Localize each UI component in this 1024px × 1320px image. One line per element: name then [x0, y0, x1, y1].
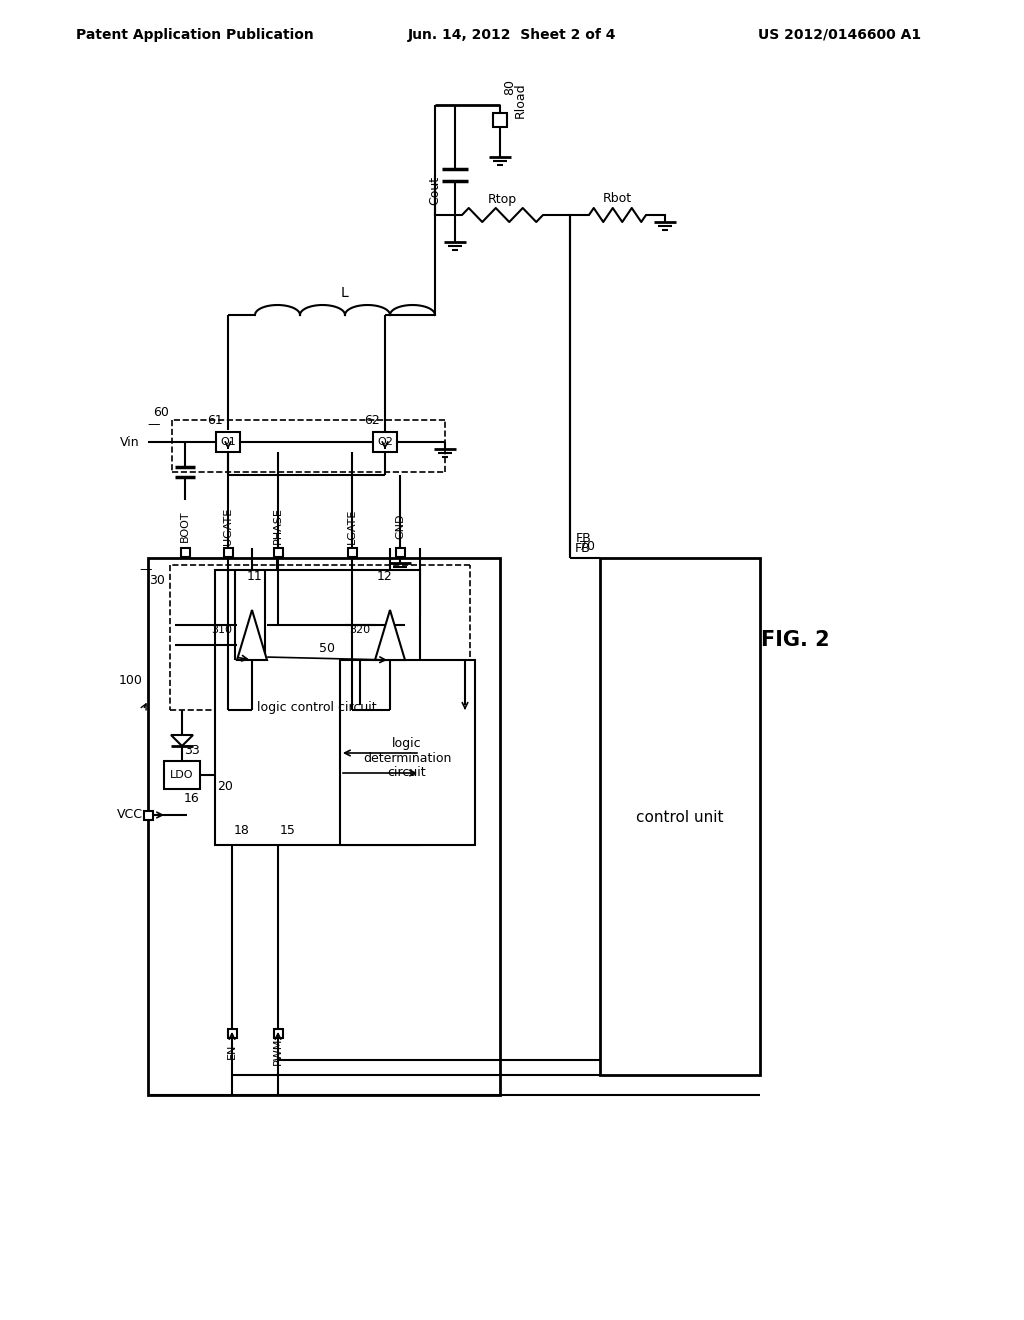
Bar [493, 114, 507, 127]
Text: circuit: circuit [388, 767, 426, 780]
Text: 61: 61 [207, 413, 223, 426]
Text: UGATE: UGATE [223, 507, 233, 545]
Text: determination: determination [362, 751, 452, 764]
Text: Rload: Rload [514, 82, 527, 117]
Text: 60: 60 [154, 405, 169, 418]
Text: LDO: LDO [170, 770, 194, 780]
Text: BOOT: BOOT [180, 511, 190, 541]
Text: PWM: PWM [273, 1038, 283, 1065]
Bar [395, 548, 404, 557]
Text: 15: 15 [280, 824, 296, 837]
Text: 12: 12 [377, 570, 393, 583]
Text: FB: FB [575, 541, 591, 554]
Text: 30: 30 [150, 573, 165, 586]
Text: 320: 320 [349, 624, 370, 635]
Text: 70: 70 [579, 540, 595, 553]
Text: logic: logic [392, 737, 422, 750]
Text: Jun. 14, 2012  Sheet 2 of 4: Jun. 14, 2012 Sheet 2 of 4 [408, 28, 616, 42]
Text: Patent Application Publication: Patent Application Publication [76, 28, 314, 42]
Text: —: — [147, 418, 160, 432]
Bar [227, 1028, 237, 1038]
Text: Q2: Q2 [377, 437, 393, 447]
Text: 100: 100 [119, 673, 143, 686]
Text: 20: 20 [217, 780, 232, 793]
Text: Rbot: Rbot [602, 193, 632, 206]
Bar [143, 810, 153, 820]
Polygon shape [375, 610, 406, 660]
Bar [347, 548, 356, 557]
Bar [373, 432, 397, 451]
Text: control unit: control unit [636, 809, 724, 825]
Text: PHASE: PHASE [273, 508, 283, 544]
Polygon shape [237, 610, 267, 660]
Bar [340, 660, 475, 845]
Text: US 2012/0146600 A1: US 2012/0146600 A1 [759, 28, 922, 42]
Text: logic control circuit: logic control circuit [257, 701, 377, 714]
Text: GND: GND [395, 513, 406, 539]
Bar [273, 548, 283, 557]
Bar [600, 558, 760, 1074]
Text: 80: 80 [503, 79, 516, 95]
Bar [223, 548, 232, 557]
Text: LGATE: LGATE [347, 508, 357, 544]
Bar [164, 762, 200, 789]
Text: Vin: Vin [121, 436, 140, 449]
Text: VCC: VCC [117, 808, 143, 821]
Text: 50: 50 [319, 642, 335, 655]
Bar [215, 570, 420, 845]
Text: FB: FB [575, 532, 592, 544]
Bar [273, 1028, 283, 1038]
Bar [180, 548, 189, 557]
Text: 18: 18 [234, 824, 250, 837]
Text: EN: EN [227, 1043, 237, 1059]
Text: 11: 11 [247, 570, 263, 583]
Text: 310: 310 [211, 624, 232, 635]
Text: Q1: Q1 [220, 437, 236, 447]
Text: 16: 16 [184, 792, 200, 805]
Text: 62: 62 [365, 413, 380, 426]
Text: 33: 33 [184, 744, 200, 758]
Text: L: L [341, 286, 349, 300]
Text: FIG. 2: FIG. 2 [761, 630, 829, 649]
Bar [216, 432, 240, 451]
Polygon shape [171, 735, 193, 746]
Text: Cout: Cout [428, 176, 441, 205]
Text: Rtop: Rtop [487, 193, 516, 206]
Bar [148, 558, 500, 1096]
Text: —: — [139, 564, 152, 577]
